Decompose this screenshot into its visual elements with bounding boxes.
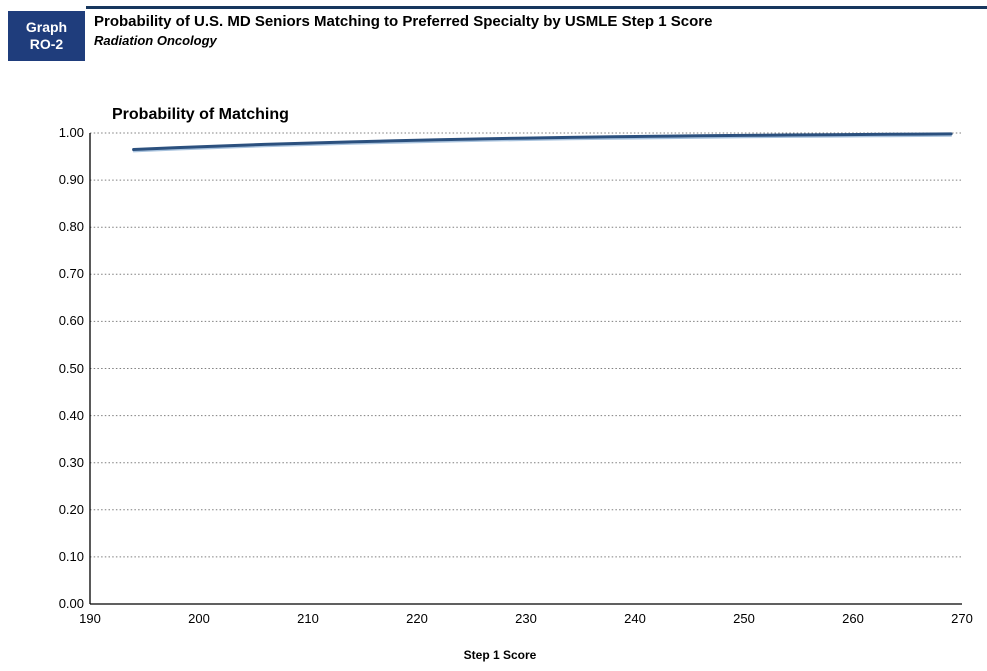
y-tick-label-0.60: 0.60	[58, 313, 84, 329]
y-tick-label-0.50: 0.50	[58, 360, 84, 376]
x-tick-label-250: 250	[733, 611, 755, 626]
x-axis-title: Step 1 Score	[463, 648, 537, 662]
x-tick-label-200: 200	[188, 611, 210, 626]
y-tick-label-0.10: 0.10	[58, 548, 84, 564]
probability-curve	[132, 132, 953, 151]
y-tick-label-0.80: 0.80	[58, 219, 84, 235]
header-rule	[86, 6, 987, 9]
y-tick-label-0.20: 0.20	[58, 501, 84, 517]
y-tick-label-0.70: 0.70	[58, 266, 84, 282]
y-tick-label-0.40: 0.40	[58, 407, 84, 423]
x-tick-label-230: 230	[515, 611, 537, 626]
x-tick-label-190: 190	[79, 611, 101, 626]
y-tick-label-0.90: 0.90	[58, 172, 84, 188]
x-tick-label-220: 220	[406, 611, 428, 626]
y-tick-label-0.00: 0.00	[58, 596, 84, 611]
x-tick-label-240: 240	[624, 611, 646, 626]
y-tick-label-1.00: 1.00	[58, 125, 84, 140]
page-subtitle: Radiation Oncology	[94, 33, 217, 48]
page-title: Probability of U.S. MD Seniors Matching …	[94, 13, 713, 30]
graph-badge: Graph RO-2	[8, 11, 85, 61]
badge-label-line2: RO-2	[29, 36, 64, 52]
x-tick-label-210: 210	[297, 611, 319, 626]
chart-title: Probability of Matching	[112, 106, 289, 123]
badge-label-line1: Graph	[25, 19, 68, 35]
x-tick-label-260: 260	[842, 611, 864, 626]
x-tick-label-270: 270	[951, 611, 973, 626]
y-tick-label-0.30: 0.30	[58, 454, 84, 470]
probability-curve-highlight	[132, 135, 952, 153]
